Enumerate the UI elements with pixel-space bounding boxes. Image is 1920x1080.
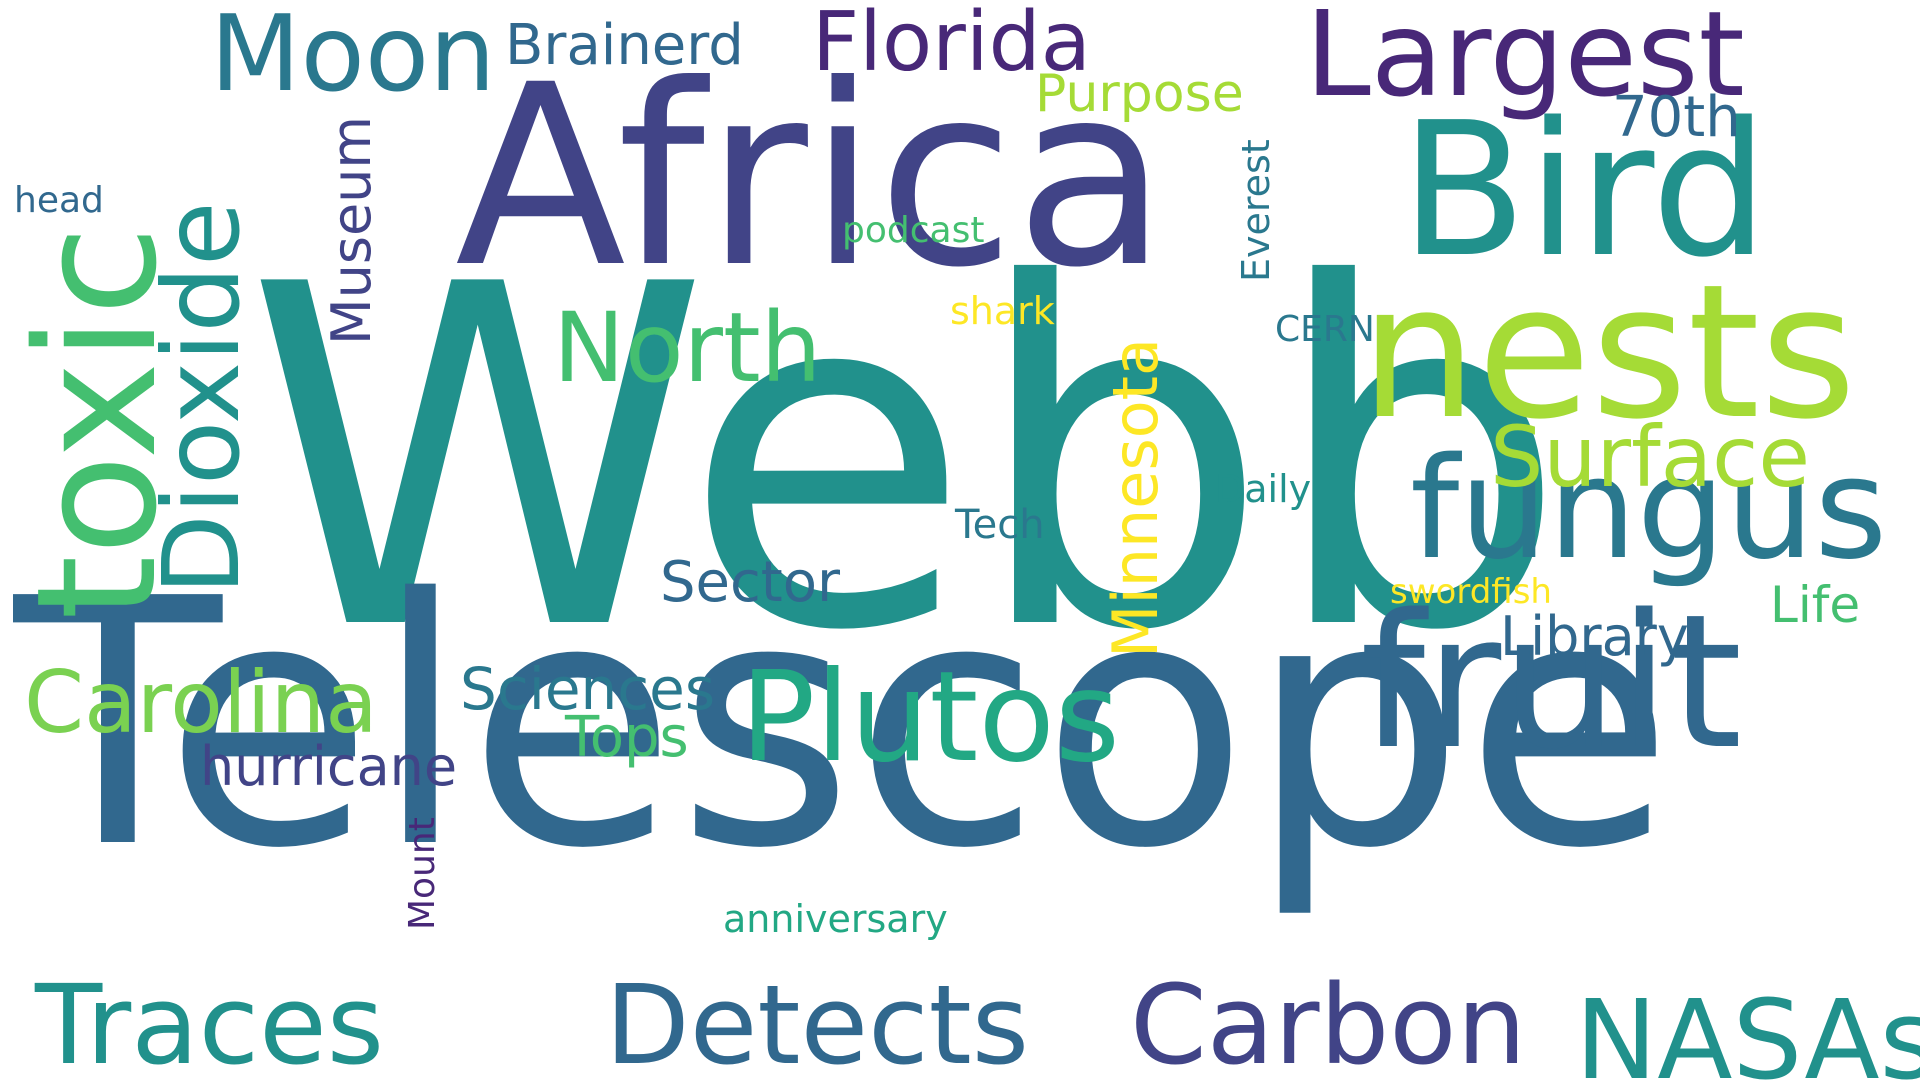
word-podcast: podcast [842,210,985,251]
word-detects: Detects [605,961,1030,1080]
word-daily: Daily [1215,467,1312,511]
word-nasas: NASAs [1575,976,1920,1080]
word-cern: CERN [1275,309,1375,350]
word-webb: Webb [245,186,1569,733]
word-seventieth: 70th [1612,85,1741,150]
word-sciences: Sciences [460,655,716,723]
word-library: Library [1500,605,1689,668]
word-minnesota: Minnesota [1099,338,1172,658]
word-surface: Surface [1490,408,1811,506]
word-north: North [553,292,822,404]
word-brainerd: Brainerd [505,13,744,78]
word-tops: Tops [565,705,689,770]
word-largest: Largest [1305,0,1745,123]
word-mount: Mount [402,817,443,930]
word-anniversary: anniversary [723,897,948,941]
word-fruit: fruit [1360,574,1743,790]
word-florida: Florida [812,0,1091,90]
word-everest: Everest [1234,139,1278,282]
word-dioxide: Dioxide [141,201,263,595]
word-africa: Africa [455,31,1169,322]
word-life: Life [1770,576,1861,634]
word-nests: nests [1360,244,1857,460]
word-hurricane: hurricane [200,735,458,798]
word-telescope: Telescope [14,527,1674,923]
word-swordfish: swordfish [1390,572,1552,612]
word-carolina: Carolina [24,653,378,753]
word-bird: Bird [1400,82,1769,298]
word-purpose: Purpose [1035,64,1244,124]
word-plutos: Plutos [740,645,1120,790]
word-carbon: Carbon [1130,961,1527,1080]
word-moon: Moon [210,0,496,115]
word-museum: Museum [320,116,383,345]
word-traces: Traces [35,961,385,1080]
word-head: head [14,180,104,221]
word-tech: Tech [955,502,1045,548]
word-fungus: fungus [1410,428,1888,591]
word-shark: shark [950,289,1055,333]
word-sector: Sector [660,550,841,615]
